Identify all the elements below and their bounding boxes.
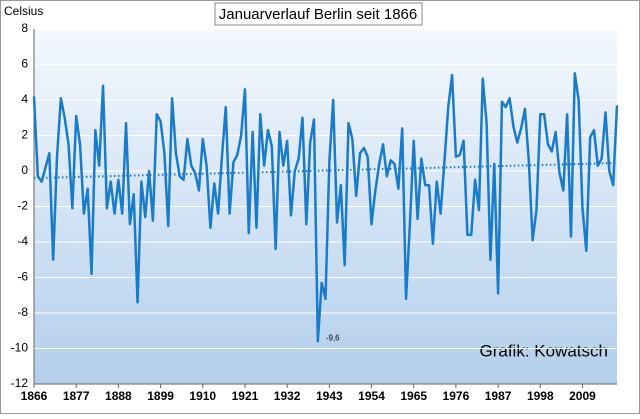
x-tick-label: 1921 — [232, 389, 259, 403]
x-tick-label: 1932 — [274, 389, 301, 403]
y-tick-label: -10 — [11, 341, 29, 355]
y-tick-label: 6 — [21, 57, 28, 71]
y-tick-label: 8 — [21, 21, 28, 35]
x-tick-label: 1910 — [189, 389, 216, 403]
x-tick-label: 1866 — [21, 389, 48, 403]
x-tick-label: 1943 — [316, 389, 343, 403]
y-axis-label: Celsius — [4, 4, 43, 18]
y-tick-label: -8 — [17, 305, 28, 319]
x-tick-label: 1954 — [358, 389, 385, 403]
x-tick-label: 1987 — [485, 389, 512, 403]
y-tick-label: -6 — [17, 270, 28, 284]
x-tick-label: 1899 — [147, 389, 174, 403]
data-line — [32, 72, 619, 343]
title-box — [214, 2, 423, 26]
source-label: Grafik: Kowatsch — [480, 341, 609, 360]
x-tick-label: 1998 — [527, 389, 554, 403]
chart-title: Januarverlauf Berlin seit 1866 — [219, 6, 417, 23]
x-tick-label: 1965 — [400, 389, 427, 403]
annotation: -9,6 — [326, 334, 340, 343]
y-tick-label: 0 — [21, 163, 28, 177]
y-tick-label: -2 — [17, 199, 28, 213]
x-tick-label: 1877 — [63, 389, 90, 403]
x-tick-label: 2009 — [569, 389, 596, 403]
y-tick-label: -12 — [11, 376, 29, 390]
trend-line — [33, 162, 618, 180]
x-tick-label: 1888 — [105, 389, 132, 403]
y-tick-label: 2 — [21, 128, 28, 142]
y-tick-label: 4 — [21, 92, 28, 106]
x-tick-label: 1976 — [443, 389, 470, 403]
y-tick-label: -4 — [17, 234, 28, 248]
